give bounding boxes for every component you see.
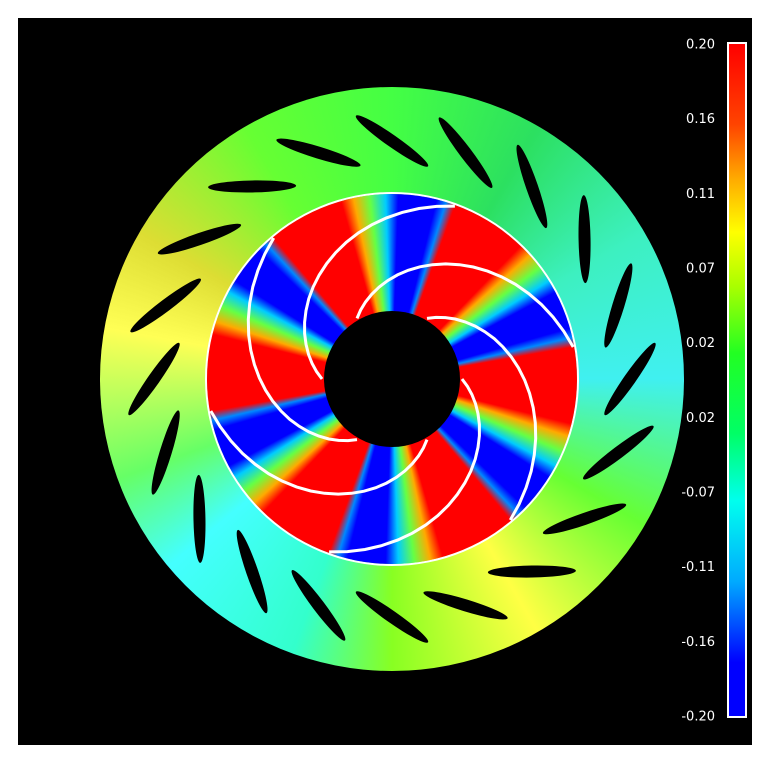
colorbar-label: 0.07 [686, 262, 715, 277]
colorbar-label: -0.07 [681, 486, 715, 501]
colorbar-label: 0.11 [686, 187, 715, 202]
diffuser-vane [541, 499, 628, 539]
colorbar-label: -0.16 [681, 635, 715, 650]
diffuser-vane [600, 340, 660, 419]
diffuser-vane [208, 180, 296, 194]
page: {"colorbar": {"labels": ["0.20", "0.16",… [0, 0, 763, 758]
colorbar-label: 0.02 [686, 411, 715, 426]
diffuser-vane [275, 134, 363, 171]
diffuser-vane [434, 114, 497, 192]
diffuser-vane [287, 567, 350, 645]
colorbar-label: 0.16 [686, 112, 715, 127]
diffuser-vane [353, 587, 432, 647]
impeller-blade [305, 206, 455, 379]
colorbar-label: -0.11 [681, 560, 715, 575]
diffuser-vane [127, 274, 205, 337]
diffuser-vane [422, 587, 510, 624]
diffuser-vane [353, 111, 432, 171]
plot-area: 0.20 0.16 0.11 0.07 0.02 0.02 -0.07 -0.11 -0.16 -… [18, 18, 752, 745]
diffuser-vane [600, 262, 637, 350]
diffuser-vane [232, 528, 272, 615]
colorbar-label: 0.20 [686, 38, 715, 53]
diffuser-vane [156, 219, 243, 259]
impeller-blade [329, 379, 479, 552]
diffuser-vane [578, 195, 592, 283]
diffuser-vane [512, 143, 552, 230]
impeller-blade [248, 238, 357, 441]
overlay: 0.20 0.16 0.11 0.07 0.02 0.02 -0.07 -0.11 -0.16 -… [18, 18, 752, 745]
diffuser-vane [124, 340, 184, 419]
impeller-blade [357, 264, 573, 347]
diffuser-vane [147, 409, 184, 497]
impeller-blade [427, 317, 536, 520]
colorbar-label: -0.20 [681, 710, 715, 725]
diffuser-vane [193, 475, 207, 563]
diffuser-vane [488, 565, 576, 579]
colorbar-label: 0.02 [686, 336, 715, 351]
diffuser-vane [580, 421, 658, 484]
impeller-blade [211, 411, 427, 494]
